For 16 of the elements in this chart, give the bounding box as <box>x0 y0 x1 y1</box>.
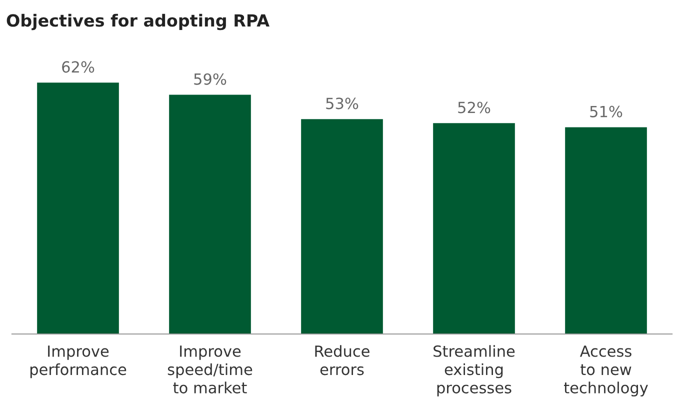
data-label: 51% <box>590 106 622 118</box>
x-tick-label: Improve speed/time to market <box>168 346 252 394</box>
chart-title: Objectives for adopting RPA <box>6 14 270 30</box>
data-label: 52% <box>458 102 490 114</box>
x-tick-label: Improve performance <box>30 346 126 378</box>
x-tick-label: Access to new technology <box>564 346 648 396</box>
bar <box>433 123 515 334</box>
bar <box>37 82 119 334</box>
bar <box>565 127 647 334</box>
data-label: 62% <box>62 61 94 73</box>
x-tick-label: Streamline existing processes <box>434 345 515 396</box>
bar <box>169 94 251 334</box>
bar <box>301 119 383 334</box>
data-label: 59% <box>194 73 226 85</box>
x-tick-label: Reduce errors <box>315 345 370 376</box>
data-label: 53% <box>326 98 358 110</box>
